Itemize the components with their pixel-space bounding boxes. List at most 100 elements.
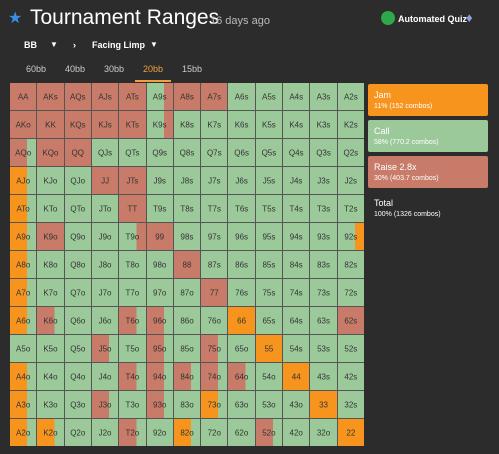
hand-label: 84s — [289, 260, 303, 269]
range-cell: 53o — [255, 391, 283, 418]
range-cell: 73s — [310, 279, 337, 306]
range-cell: AQs — [64, 83, 91, 110]
hand-label: 76o — [207, 316, 221, 325]
summary-detail: 11% (152 combos) — [374, 103, 433, 110]
range-cell: AKs — [37, 83, 64, 110]
hand-label: 95o — [153, 344, 167, 353]
range-cell: 85o — [173, 335, 201, 362]
range-cell: ATo — [10, 195, 37, 222]
hand-label: 73s — [317, 288, 330, 297]
hand-label: J2s — [344, 176, 358, 185]
range-cell: 82s — [337, 251, 364, 278]
hand-label: 63o — [234, 400, 249, 409]
range-cell: QTs — [119, 139, 146, 166]
tab[interactable]: 15bb — [181, 64, 203, 74]
range-cell: 72s — [337, 279, 364, 306]
range-cell: 95o — [146, 335, 173, 362]
summary-name: Jam — [374, 90, 392, 100]
hand-label: T9s — [153, 204, 167, 213]
quiz-button[interactable]: Automated Quiz — [398, 14, 467, 24]
hand-label: 83o — [180, 400, 194, 409]
hand-label: J6o — [98, 316, 112, 325]
hand-label: 99 — [155, 232, 165, 241]
hand-label: 72o — [207, 428, 221, 437]
tab[interactable]: 40bb — [64, 64, 86, 74]
range-cell: Q2s — [337, 139, 364, 166]
hand-label: 72s — [344, 288, 358, 297]
hand-label: 82o — [180, 428, 194, 437]
hand-label: 98s — [180, 232, 194, 241]
play-icon[interactable] — [381, 11, 395, 25]
range-cell: K8o — [37, 251, 64, 278]
hand-label: T8s — [180, 204, 194, 213]
range-cell: Q3o — [64, 391, 91, 418]
hand-label: 96s — [235, 232, 249, 241]
range-cell: KJo — [37, 167, 64, 194]
range-cell: 43s — [310, 363, 337, 390]
tab[interactable]: 60bb — [25, 64, 47, 74]
range-cell: 82o — [173, 419, 201, 446]
hand-label: Q6o — [70, 316, 86, 325]
summary-name: Raise 2.8x — [374, 162, 417, 172]
summary-box: Total 100% (1326 combos) — [368, 192, 488, 224]
star-icon[interactable]: ★ — [8, 10, 23, 27]
range-cell: QTo — [64, 195, 91, 222]
hand-label: J8s — [180, 176, 194, 185]
hand-label: K9s — [152, 120, 167, 129]
hand-label: T7s — [207, 204, 221, 213]
summary-box: Jam 11% (152 combos) — [368, 84, 488, 116]
hand-label: 73o — [207, 400, 221, 409]
hand-label: K3s — [316, 120, 331, 129]
summary-detail: 100% (1326 combos) — [374, 211, 441, 218]
hand-label: J7o — [98, 288, 112, 297]
range-cell: 76o — [201, 307, 228, 334]
hand-label: Q2s — [343, 148, 359, 157]
scenario-dropdown[interactable]: Facing Limp — [92, 40, 146, 50]
range-cell: KTs — [119, 111, 146, 138]
hand-label: AJs — [98, 92, 112, 101]
range-cell: A4s — [283, 83, 310, 110]
summary-detail: 58% (770.2 combos) — [374, 139, 439, 146]
range-cell: 52o — [255, 419, 283, 446]
tab[interactable]: 30bb — [103, 64, 125, 74]
range-cell: T6s — [228, 195, 255, 222]
range-cell: 54s — [283, 335, 310, 362]
hand-label: 75o — [207, 344, 221, 353]
range-cell: T9s — [146, 195, 173, 222]
hand-label: T7o — [125, 288, 140, 297]
hand-label: K9o — [43, 232, 58, 241]
position-dropdown[interactable]: BB — [24, 40, 37, 50]
range-cell: 93s — [310, 223, 337, 250]
hand-label: 33 — [319, 400, 328, 409]
hand-label: Q9o — [70, 232, 86, 241]
range-cell: Q7s — [201, 139, 228, 166]
range-cell: Q3s — [310, 139, 337, 166]
range-cell: 95s — [255, 223, 283, 250]
range-cell: J9s — [146, 167, 173, 194]
hand-label: J9o — [98, 232, 112, 241]
hand-label: T8o — [125, 260, 140, 269]
hand-label: AKo — [15, 120, 31, 129]
hand-label: A7o — [16, 288, 31, 297]
hand-label: T2o — [125, 428, 140, 437]
range-cell: Q7o — [64, 279, 91, 306]
range-cell: 55 — [255, 335, 283, 362]
range-cell: A3s — [310, 83, 337, 110]
range-cell: 64s — [283, 307, 310, 334]
tab[interactable]: 20bb — [135, 64, 171, 82]
range-cell: K2o — [37, 419, 64, 446]
hand-label: QJo — [70, 176, 86, 185]
range-cell: J2s — [337, 167, 364, 194]
summary-name: Call — [374, 126, 390, 136]
hint-icon[interactable]: ♦ — [466, 10, 473, 25]
range-cell: JJ — [91, 167, 119, 194]
range-cell: Q4o — [64, 363, 91, 390]
hand-label: 22 — [346, 428, 356, 437]
hand-label: K5o — [43, 344, 58, 353]
hand-label: 88 — [182, 260, 192, 269]
hand-label: 62o — [234, 428, 249, 437]
range-cell: 63s — [310, 307, 337, 334]
hand-label: 65s — [262, 316, 276, 325]
hand-label: A2o — [16, 428, 31, 437]
hand-label: JTo — [98, 204, 112, 213]
